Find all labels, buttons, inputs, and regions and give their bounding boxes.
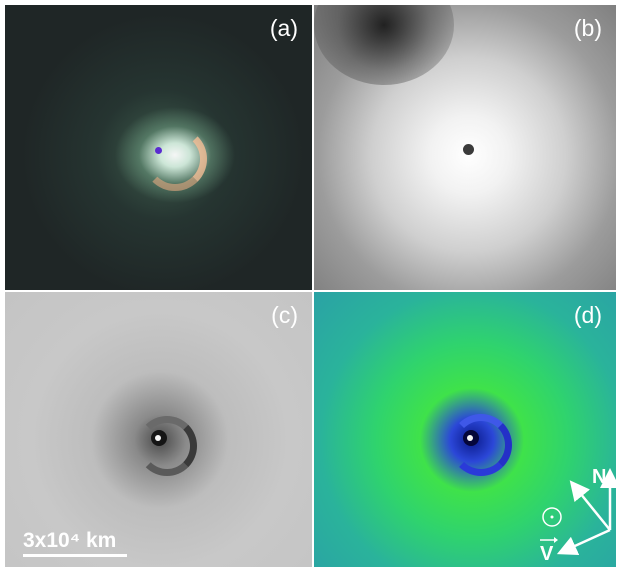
panel-d-core <box>467 435 473 441</box>
sun-direction-circle-icon <box>542 507 562 527</box>
panel-a-label: (a) <box>269 15 298 41</box>
direction-arrows <box>542 468 616 555</box>
north-arrow-icon <box>569 480 611 531</box>
panel-c-core <box>155 435 161 441</box>
panel-d-label: (d) <box>573 302 602 328</box>
scale-bar-line <box>23 554 127 557</box>
panel-b-nucleus <box>463 144 474 155</box>
panel-a-nucleus <box>155 147 162 154</box>
panel-c-spiral-shell <box>137 416 197 476</box>
panel-c-label: (c) <box>271 302 298 328</box>
north-label: N <box>592 466 607 488</box>
scale-bar-text: 3x10⁴ km <box>23 529 117 552</box>
scale-bar-group: 3x10⁴ km <box>23 530 127 557</box>
panel-b-grayscale-image: (b) <box>314 5 616 290</box>
panel-a-color-image: (a) <box>5 5 312 290</box>
velocity-label: V <box>540 543 554 565</box>
panel-a-spiral-shell <box>143 127 207 191</box>
panel-c-enhanced-image: (c) 3x10⁴ km <box>5 292 312 567</box>
panel-b-label: (b) <box>573 15 602 41</box>
panel-d-spiral-shell <box>450 414 512 476</box>
panel-d-false-color-image: (d) N V <box>314 292 616 567</box>
velocity-arrow-icon <box>556 528 611 555</box>
velocity-vector-arrow-icon <box>540 537 558 543</box>
panel-b-dark-corner <box>314 5 454 85</box>
